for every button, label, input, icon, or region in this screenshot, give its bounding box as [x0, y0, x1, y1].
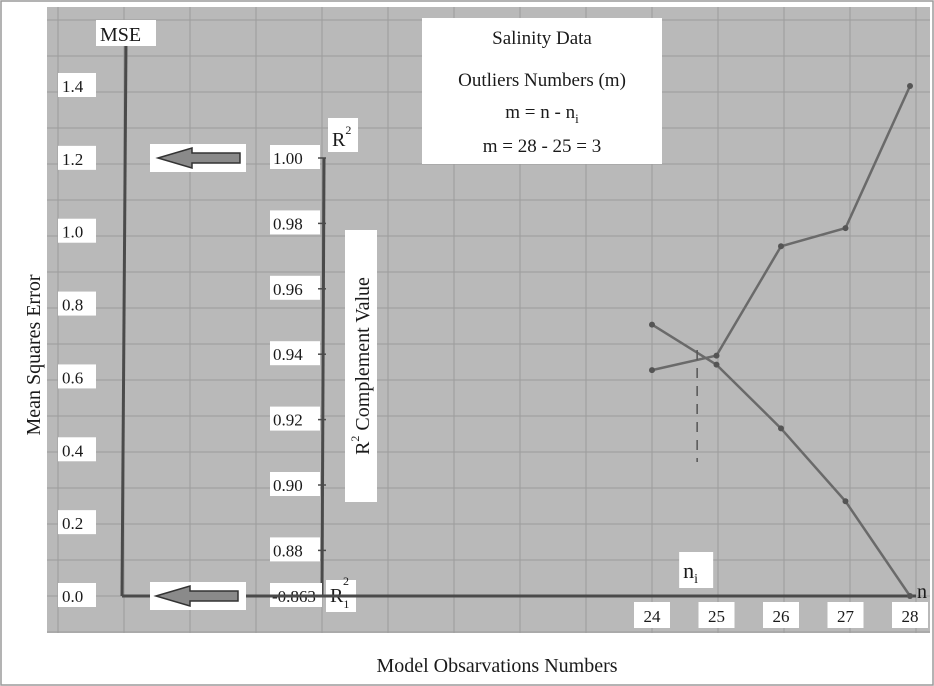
- r2-tick-label: 0.90: [273, 476, 303, 495]
- r2-tick-box: [270, 341, 320, 366]
- series-point: [842, 225, 849, 232]
- r2-axis-line: [320, 157, 326, 597]
- data-series: [649, 83, 913, 599]
- mse-tick-label: 0.0: [62, 587, 83, 606]
- r2-tick-label: 1.00: [273, 149, 303, 168]
- mse-tick-label: 0.8: [62, 296, 83, 315]
- series-point: [778, 243, 784, 250]
- mse-label-box: [96, 20, 156, 46]
- arrow-left-icon: [150, 582, 246, 610]
- mse-tick-box: [58, 510, 96, 535]
- r2-tick-box: [270, 210, 320, 235]
- x-tick-label: 28: [902, 607, 919, 626]
- x-tick-labels: 24 25 26 27 28: [634, 602, 928, 628]
- r2-tick-box: [270, 472, 320, 496]
- mse-tick-label: 0.2: [62, 514, 83, 533]
- r2-top-label: R2: [332, 123, 351, 151]
- info-box: [422, 18, 662, 164]
- x-axis-symbol: n: [917, 581, 927, 603]
- ni-marker: ni: [679, 350, 714, 588]
- x-tick-label: 26: [773, 607, 790, 626]
- r2-tick-label: 0.98: [273, 214, 303, 233]
- mse-tick-box: [58, 291, 96, 316]
- info-line-4: m = 28 - 25 = 3: [483, 136, 602, 157]
- mse-tick-labels: 1.4 1.2 1.0 0.8 0.6 0.4 0.2 0.0: [58, 73, 96, 607]
- mse-tick-label: 1.4: [62, 77, 84, 96]
- ni-label: ni: [683, 558, 698, 587]
- r2-axis-title: R2 Complement Value: [348, 277, 374, 455]
- mse-tick-box: [58, 73, 96, 97]
- series-point: [713, 352, 720, 359]
- mse-tick-box: [58, 218, 96, 243]
- series-point: [907, 83, 913, 89]
- series-point: [713, 361, 720, 368]
- x-tick-box: [634, 602, 670, 628]
- r2-tick-label: 0.88: [273, 541, 303, 560]
- series-point: [778, 425, 784, 432]
- x-axis-title: Model Obsarvations Numbers: [376, 655, 617, 677]
- r2-tick-box: [270, 406, 320, 431]
- info-line-1: Salinity Data: [492, 28, 592, 49]
- r2-tick-label: 0.94: [273, 345, 303, 364]
- r2-tick-label: 0.96: [273, 280, 303, 299]
- mse-tick-box: [58, 364, 96, 389]
- series-point: [649, 367, 655, 374]
- r2-tick-box: [270, 275, 320, 300]
- r2-tick-box: [270, 537, 320, 562]
- x-tick-box: [827, 602, 864, 628]
- x-tick-box: [892, 602, 928, 628]
- mse-tick-box: [58, 145, 96, 170]
- x-tick-label: 27: [837, 607, 855, 626]
- info-line-2: Outliers Numbers (m): [458, 70, 626, 91]
- series-point: [842, 498, 849, 505]
- mse-tick-label: 0.6: [62, 368, 83, 387]
- x-tick-label: 24: [644, 607, 662, 626]
- x-tick-box: [698, 602, 735, 628]
- r2-top-label-box: [328, 118, 358, 152]
- info-line-3: m = n - ni: [505, 102, 579, 126]
- mse-axis-label: MSE: [100, 24, 141, 46]
- mse-tick-box: [58, 437, 96, 462]
- mse-axis-line: [120, 39, 128, 597]
- mse-tick-label: 1.0: [62, 223, 83, 242]
- mse-axis-title: Mean Squares Error: [23, 274, 45, 435]
- mse-tick-box: [58, 583, 96, 607]
- r2-tick-box: [270, 145, 320, 169]
- r2-title-box: [345, 230, 377, 502]
- r2-tick-label: 0.92: [273, 411, 303, 430]
- x-tick-label: 25: [708, 607, 725, 626]
- r2-bottom-label-sup: 2: [343, 574, 349, 588]
- series-point: [907, 593, 913, 599]
- arrow-left-icon: [150, 144, 246, 172]
- mse-tick-label: 1.2: [62, 150, 83, 169]
- x-tick-box: [763, 602, 799, 628]
- mse-tick-label: 0.4: [62, 441, 84, 460]
- series-point: [649, 321, 655, 328]
